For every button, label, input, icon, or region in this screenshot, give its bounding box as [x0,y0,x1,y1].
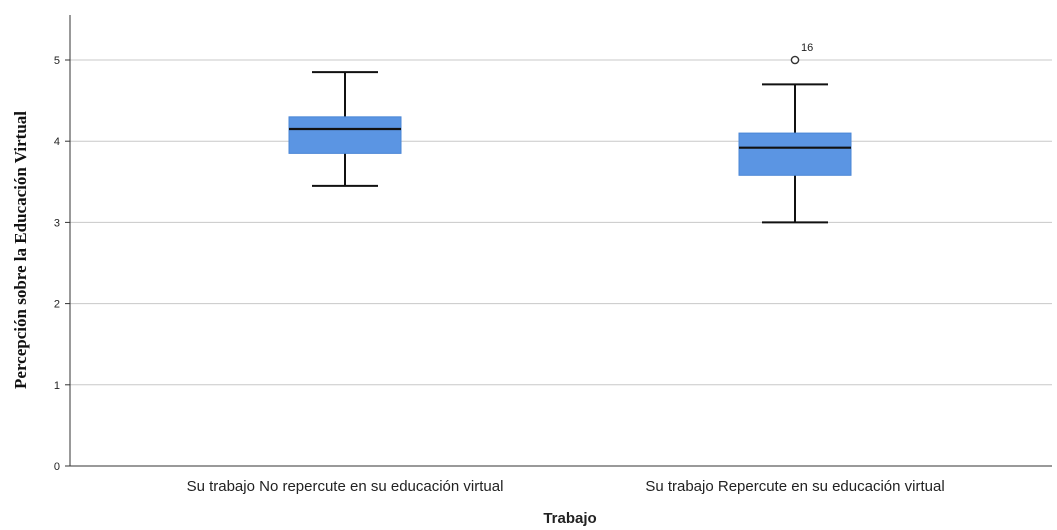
y-axis-ticks: 0 1 2 3 4 5 [54,55,70,473]
grid-lines [70,59,1052,386]
x-axis-title: Trabajo [543,510,596,527]
x-axis-categories: Su trabajo No repercute en su educación … [187,478,945,495]
box-group-1 [288,71,402,187]
y-tick-label-0: 0 [54,461,60,473]
y-tick-label-2: 2 [54,299,60,311]
outlier-point [790,55,800,65]
box-series: 16 [288,42,852,224]
x-category-label-1: Su trabajo No repercute en su educación … [187,478,504,495]
y-tick-label-5: 5 [54,55,60,67]
y-tick-label-4: 4 [54,136,60,148]
box-group-2: 16 [738,42,852,224]
iqr-box [738,132,852,176]
y-tick-label-1: 1 [54,380,60,392]
y-axis-title: Percepción sobre la Educación Virtual [11,111,30,389]
outlier-label: 16 [801,42,813,54]
x-category-label-2: Su trabajo Repercute en su educación vir… [645,478,944,495]
y-tick-label-3: 3 [54,217,60,229]
iqr-box [288,116,402,154]
